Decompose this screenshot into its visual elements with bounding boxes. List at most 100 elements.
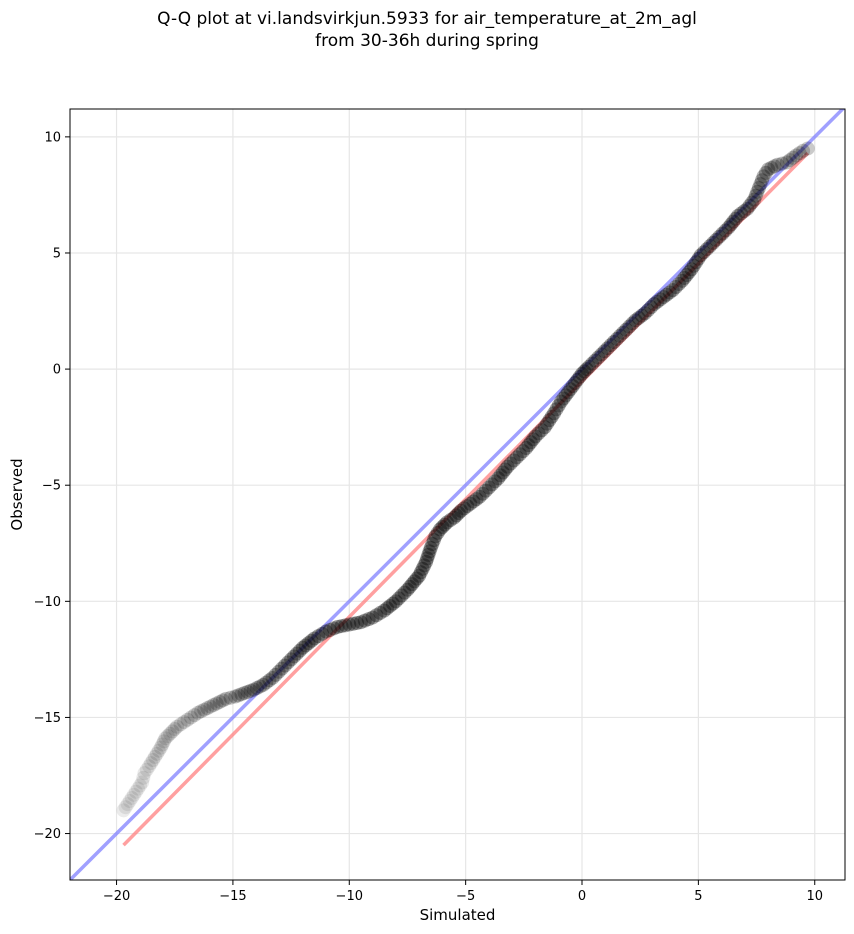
- quantile-point: [751, 180, 766, 195]
- quantile-point: [764, 160, 779, 175]
- quantile-point: [118, 800, 133, 815]
- quantile-point: [449, 508, 464, 523]
- quantile-point: [197, 702, 212, 717]
- quantile-point: [165, 724, 180, 739]
- quantile-point: [679, 268, 694, 283]
- quantile-point: [782, 153, 797, 168]
- quantile-point: [796, 143, 811, 158]
- quantile-point: [779, 155, 794, 170]
- quantile-point: [409, 571, 424, 586]
- y-tick-label: −20: [34, 827, 61, 842]
- quantile-point: [469, 492, 484, 507]
- quantile-point: [734, 206, 749, 221]
- quantile-point: [231, 688, 246, 703]
- quantile-point: [609, 331, 624, 346]
- quantile-point: [721, 220, 736, 235]
- quantile-point: [684, 262, 699, 277]
- quantile-point: [156, 734, 171, 749]
- quantile-point: [206, 698, 221, 713]
- quantile-point: [391, 591, 406, 606]
- quantile-point: [519, 441, 534, 456]
- quantile-point: [394, 588, 409, 603]
- quantile-point: [706, 235, 721, 250]
- quantile-point: [565, 379, 580, 394]
- quantile-point: [585, 356, 600, 371]
- quantile-point: [421, 547, 436, 562]
- quantile-point: [792, 146, 807, 161]
- quantile-point: [407, 574, 422, 589]
- quantile-point: [259, 675, 274, 690]
- quantile-point: [786, 150, 801, 165]
- x-tick-label: 5: [694, 889, 702, 904]
- quantile-point: [542, 413, 557, 428]
- quantile-point: [373, 605, 388, 620]
- quantile-point: [147, 749, 162, 764]
- quantile-point: [423, 540, 438, 555]
- quantile-point: [767, 159, 782, 174]
- quantile-point: [265, 670, 280, 685]
- quantile-point: [292, 643, 307, 658]
- y-tick-label: 5: [53, 246, 61, 261]
- quantile-point: [353, 615, 368, 630]
- quantile-point: [547, 406, 562, 421]
- quantile-point: [575, 366, 590, 381]
- x-tick-label: −5: [456, 889, 475, 904]
- quantile-point: [435, 520, 450, 535]
- quantile-point: [218, 691, 233, 706]
- quantile-point: [246, 682, 261, 697]
- quantile-point: [311, 629, 326, 644]
- x-tick-label: −10: [336, 889, 363, 904]
- quantile-point: [481, 480, 496, 495]
- quantile-point: [665, 283, 680, 298]
- quantile-point: [440, 515, 455, 530]
- quantile-point: [137, 766, 152, 781]
- quantile-point: [304, 633, 319, 648]
- quantile-point: [637, 306, 652, 321]
- quantile-point: [298, 638, 313, 653]
- quantile-point: [319, 624, 334, 639]
- quantile-point: [485, 477, 500, 492]
- quantile-point: [420, 551, 435, 566]
- quantile-point: [640, 303, 655, 318]
- quantile-point: [549, 402, 564, 417]
- quantile-point: [558, 388, 573, 403]
- quantile-point: [625, 316, 640, 331]
- quantile-point: [634, 308, 649, 323]
- quantile-point: [570, 372, 585, 387]
- quantile-point: [243, 683, 258, 698]
- quantile-point: [289, 646, 304, 661]
- quantile-point: [561, 385, 576, 400]
- quantile-point: [730, 208, 745, 223]
- quantile-point: [744, 195, 759, 210]
- quantile-point: [116, 803, 131, 818]
- quantile-point: [753, 177, 768, 192]
- quantile-point: [544, 409, 559, 424]
- quantile-point: [715, 226, 730, 241]
- quantile-point: [295, 640, 310, 655]
- quantile-point: [443, 513, 458, 528]
- quantile-point: [531, 426, 546, 441]
- quantile-point: [139, 762, 154, 777]
- quantile-point: [659, 287, 674, 302]
- quantile-point: [754, 173, 769, 188]
- quantile-point: [568, 376, 583, 391]
- quantile-point: [173, 717, 188, 732]
- quantile-point: [413, 565, 428, 580]
- quantile-point: [597, 344, 612, 359]
- quantile-point: [402, 579, 417, 594]
- quantile-point: [699, 242, 714, 257]
- quantile-point: [307, 631, 322, 646]
- quantile-point: [405, 577, 420, 592]
- quantile-point: [693, 248, 708, 263]
- quantile-point: [770, 157, 785, 172]
- quantile-point: [200, 701, 215, 716]
- quantile-point: [385, 596, 400, 611]
- quantile-point: [301, 636, 316, 651]
- quantile-point: [488, 474, 503, 489]
- quantile-point: [426, 533, 441, 548]
- quantile-point: [737, 204, 752, 219]
- quantile-point: [191, 705, 206, 720]
- quantile-point: [240, 684, 255, 699]
- x-axis-label: Simulated: [420, 906, 496, 924]
- y-tick-label: 0: [53, 363, 61, 378]
